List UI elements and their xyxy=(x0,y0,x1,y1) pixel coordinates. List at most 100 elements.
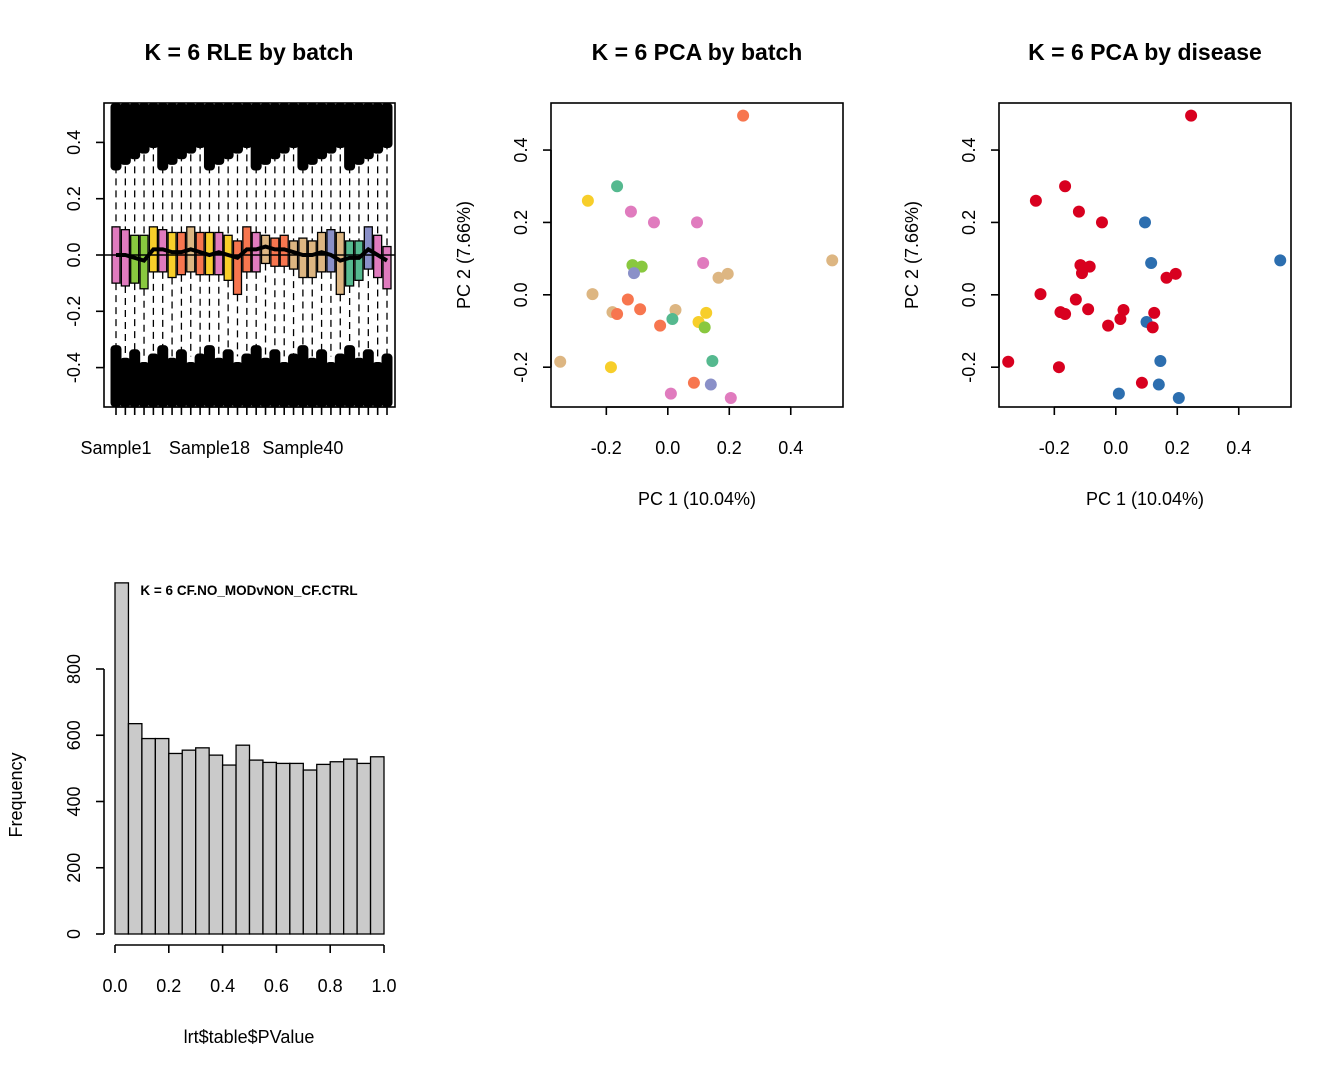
rle-outliers-upper xyxy=(241,103,253,149)
histogram-bar xyxy=(208,754,224,935)
pca-disease-y-tick-label: 0.4 xyxy=(959,138,979,163)
histogram-y-tick-label: 800 xyxy=(64,654,84,684)
rle-outliers-upper xyxy=(316,103,328,160)
pca-batch-x-tick-label: 0.2 xyxy=(717,438,742,458)
rle-outliers-lower xyxy=(147,353,159,407)
pca-disease-ylabel: PC 2 (7.66%) xyxy=(902,201,922,309)
rle-box xyxy=(354,240,364,281)
histogram-x-tick-label: 0.2 xyxy=(156,976,181,996)
histogram-bar xyxy=(168,752,183,935)
pca-disease-panel: K = 6 PCA by disease -0.2 0.0 0.2 0.4 -0.2 0.… xyxy=(902,39,1292,509)
rle-outliers-upper xyxy=(129,103,141,160)
rle-panel: K = 6 RLE by batch -0.4 -0.2 0.0 0.2 0.4 Samp… xyxy=(64,39,396,458)
pca-batch-frame xyxy=(550,102,844,408)
rle-median-line xyxy=(116,244,389,263)
pca-batch-point xyxy=(724,391,737,404)
histogram-bar xyxy=(127,723,143,935)
histogram-y-tick-label: 0 xyxy=(64,929,84,939)
rle-outliers-lower xyxy=(297,345,309,407)
histogram-bar xyxy=(141,737,156,935)
rle-box xyxy=(335,231,345,296)
rle-y-tick-label: 0.0 xyxy=(64,242,84,267)
rle-outliers-lower xyxy=(250,345,262,407)
rle-outliers-upper xyxy=(194,103,206,149)
pca-batch-point xyxy=(697,256,710,269)
histogram-bar xyxy=(316,763,331,935)
rle-outliers-lower xyxy=(334,353,346,407)
pca-disease-point xyxy=(1145,256,1158,269)
rle-outliers-upper xyxy=(297,103,309,171)
pca-batch-point xyxy=(698,321,711,334)
rle-outliers-lower xyxy=(194,353,206,407)
pca-disease-point xyxy=(1135,376,1148,389)
rle-outliers-upper xyxy=(269,103,281,160)
pca-disease-point xyxy=(1139,216,1151,229)
pca-batch-point xyxy=(611,307,624,320)
rle-outliers-upper xyxy=(250,103,262,171)
pca-disease-point xyxy=(1160,271,1173,284)
histogram-y-tick-label: 600 xyxy=(64,720,84,750)
pca-disease-point xyxy=(1052,361,1065,374)
histogram-bar xyxy=(181,749,197,935)
pca-batch-point xyxy=(669,304,682,317)
histogram-bar xyxy=(342,758,358,935)
rle-outliers-upper xyxy=(138,103,150,154)
pca-batch-point xyxy=(604,361,617,374)
pca-batch-point xyxy=(721,267,734,280)
pca-batch-point xyxy=(627,267,640,280)
rle-outliers-upper xyxy=(119,103,131,165)
histogram-panel: K = 6 CF.NO_MODvNON_CF.CTRL 0.0 0.2 0.4 0.6… xyxy=(6,582,397,1047)
rle-box xyxy=(344,240,355,287)
rle-box xyxy=(307,240,317,279)
pca-batch-title: K = 6 PCA by batch xyxy=(592,39,803,65)
rle-outliers-lower xyxy=(381,353,393,407)
histogram-bar xyxy=(221,764,237,935)
histogram-xlabel: lrt$table$PValue xyxy=(184,1027,315,1047)
rle-outliers-upper xyxy=(353,103,365,165)
pca-disease-point xyxy=(1152,378,1165,391)
pca-batch-y-tick-label: 0.4 xyxy=(511,138,531,163)
rle-outliers-lower xyxy=(231,361,243,407)
pca-batch-point xyxy=(666,313,679,326)
histogram-bar xyxy=(289,762,304,935)
rle-outliers-lower xyxy=(306,357,318,407)
rle-box xyxy=(382,245,392,290)
pca-disease-point xyxy=(1069,293,1082,306)
pca-disease-point xyxy=(1169,267,1182,280)
rle-box xyxy=(298,237,308,279)
rle-outliers-upper xyxy=(278,103,290,154)
pca-disease-point xyxy=(1095,216,1108,229)
histogram-y-tick-label: 400 xyxy=(64,786,84,816)
pca-disease-point xyxy=(1002,355,1015,368)
histogram-bar xyxy=(154,737,170,935)
rle-outliers-lower xyxy=(166,357,178,407)
histogram-bar xyxy=(195,747,210,935)
histogram-ylabel: Frequency xyxy=(6,752,26,837)
rle-outliers-lower xyxy=(203,345,215,407)
rle-outliers-upper xyxy=(185,103,197,154)
rle-outliers-lower xyxy=(175,349,187,407)
pca-batch-point xyxy=(621,293,634,306)
rle-x-tick-label: Sample18 xyxy=(169,438,250,458)
rle-box xyxy=(270,237,280,267)
histogram-bar xyxy=(369,756,385,935)
rle-x-tick-label: Sample1 xyxy=(80,438,151,458)
histogram-bar xyxy=(329,761,345,935)
rle-outliers-upper xyxy=(222,103,234,160)
rle-outliers-lower xyxy=(353,357,365,407)
pca-batch-panel: K = 6 PCA by batch -0.2 0.0 0.2 0.4 -0.2 0.0 0… xyxy=(454,39,844,509)
pca-batch-x-tick-label: 0.0 xyxy=(655,438,680,458)
rle-outliers-lower xyxy=(110,345,122,407)
rle-frame xyxy=(103,102,396,408)
pca-disease-x-tick-label: -0.2 xyxy=(1039,438,1070,458)
rle-outliers-lower xyxy=(288,353,300,407)
rle-outliers-lower xyxy=(269,349,281,407)
rle-outliers-lower xyxy=(129,349,141,407)
rle-outliers-upper xyxy=(213,103,225,165)
rle-outliers-lower xyxy=(325,361,337,407)
pca-disease-point xyxy=(1029,194,1042,207)
rle-outliers-lower xyxy=(362,349,374,407)
histogram-bar xyxy=(114,582,130,935)
rle-outliers-lower xyxy=(119,357,131,407)
